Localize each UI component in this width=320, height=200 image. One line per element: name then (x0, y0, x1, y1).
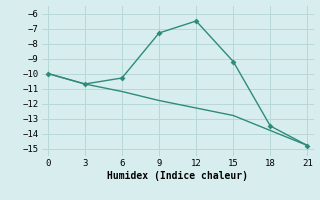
X-axis label: Humidex (Indice chaleur): Humidex (Indice chaleur) (107, 171, 248, 181)
